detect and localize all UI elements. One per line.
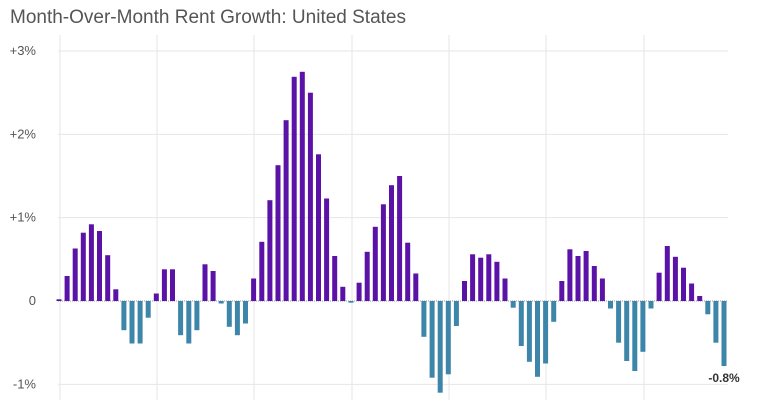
bar <box>405 242 411 301</box>
annotation-layer: -0.8% <box>708 371 740 385</box>
bar <box>283 120 289 301</box>
bar <box>559 281 565 301</box>
bar <box>72 248 78 301</box>
bar <box>105 255 111 301</box>
bar <box>453 301 459 326</box>
bar <box>575 256 581 301</box>
bar <box>705 301 711 315</box>
bar <box>299 71 305 301</box>
bar <box>551 301 557 322</box>
bar <box>234 301 240 336</box>
data-label: -0.8% <box>708 371 740 385</box>
bar <box>413 273 419 301</box>
bar <box>161 269 167 301</box>
bar <box>380 204 386 301</box>
bar <box>356 282 362 301</box>
bar <box>397 176 403 301</box>
bar <box>462 281 467 301</box>
bar <box>364 251 370 301</box>
bar <box>672 256 678 301</box>
bar <box>713 301 719 343</box>
bar <box>202 264 208 301</box>
bar <box>608 301 613 309</box>
bar <box>210 271 216 301</box>
bar <box>421 301 427 337</box>
bar <box>429 301 435 378</box>
bar <box>275 165 281 301</box>
bar <box>518 301 524 346</box>
bar <box>324 198 330 301</box>
y-tick-label: 0 <box>29 293 36 308</box>
bar <box>502 278 508 301</box>
bar <box>226 301 232 327</box>
bar <box>470 254 476 301</box>
bar <box>348 301 354 303</box>
chart-title: Month-Over-Month Rent Growth: United Sta… <box>10 7 406 28</box>
bar <box>583 251 589 301</box>
bar <box>689 283 695 301</box>
bar <box>656 272 662 301</box>
bar <box>372 226 378 301</box>
bar <box>640 301 646 352</box>
y-tick-label: +3% <box>10 43 37 58</box>
bar <box>697 296 703 301</box>
bar <box>251 278 257 301</box>
bar <box>307 92 313 301</box>
bar <box>97 231 102 301</box>
y-tick-label: +1% <box>10 210 37 225</box>
bar <box>616 301 622 343</box>
bar <box>591 266 597 301</box>
bar <box>316 154 321 301</box>
bar <box>80 232 86 301</box>
bar <box>153 293 159 301</box>
bar <box>332 256 338 301</box>
y-axis-ticks: +3% +2% +1% 0 -1% <box>10 43 37 391</box>
bar <box>494 261 500 301</box>
bar <box>137 301 143 344</box>
bar <box>259 241 265 301</box>
bar <box>113 289 119 301</box>
bar-series <box>56 71 727 393</box>
bar <box>478 257 484 301</box>
y-tick-label: -1% <box>13 376 37 391</box>
bar <box>88 224 94 301</box>
bar <box>681 267 686 301</box>
bar <box>218 301 224 304</box>
bar <box>535 301 540 377</box>
bar <box>243 301 248 324</box>
bar <box>445 301 451 375</box>
bar <box>510 301 516 308</box>
bar <box>486 254 492 301</box>
bar <box>121 301 127 331</box>
bar <box>64 276 70 301</box>
bar <box>721 301 727 366</box>
bar <box>56 299 62 301</box>
bar <box>267 200 273 301</box>
bar <box>543 301 549 364</box>
bar <box>186 301 192 344</box>
bar <box>437 301 443 393</box>
bar <box>291 76 297 301</box>
bar <box>170 269 175 301</box>
bar <box>567 249 573 301</box>
bar <box>526 301 532 362</box>
bar <box>648 301 654 309</box>
bar <box>389 185 394 301</box>
bar <box>194 301 200 331</box>
bar <box>632 301 638 371</box>
bar <box>599 278 605 301</box>
bar <box>129 301 135 344</box>
bar <box>178 301 184 336</box>
bar <box>340 286 346 301</box>
bar <box>624 301 630 361</box>
y-tick-label: +2% <box>10 126 37 141</box>
bar <box>664 246 670 301</box>
bar <box>145 301 151 318</box>
